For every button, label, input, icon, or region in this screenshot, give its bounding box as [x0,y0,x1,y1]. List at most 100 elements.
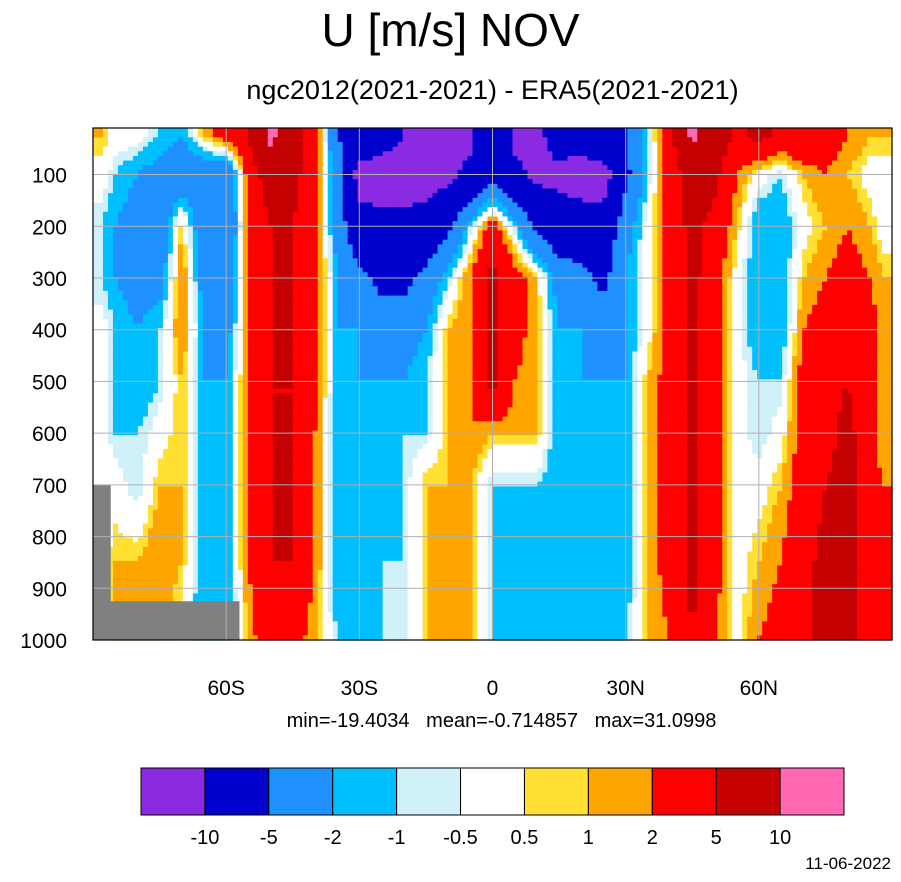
contour-cell [307,197,314,204]
contour-cell [462,137,469,143]
contour-cell [557,221,564,227]
contour-cell [432,174,439,180]
contour-cell [327,188,334,194]
contour-cell [772,160,778,166]
contour-cell [792,183,798,190]
contour-cell [832,207,838,213]
contour-cell [197,174,204,180]
contour-cell [722,160,728,166]
contour-cell [547,221,554,227]
contour-cell [567,244,573,250]
contour-cell [472,193,479,199]
contour-cell [712,225,718,231]
contour-cell [477,165,484,171]
contour-cell [517,151,524,157]
contour-cell [782,193,788,199]
contour-cell [652,193,658,199]
contour-cell [737,235,743,241]
contour-cell [107,169,114,176]
contour-cell [672,235,678,241]
contour-cell [177,183,184,190]
contour-cell [492,207,499,213]
contour-cell [727,230,733,236]
contour-cell [837,165,843,171]
contour-cell [257,155,264,162]
contour-cell [302,244,309,250]
contour-cell [192,151,199,157]
contour-cell [672,225,678,231]
contour-cell [742,221,748,227]
contour-cell [847,174,853,180]
contour-cell [277,262,284,269]
contour-cell [552,146,559,152]
contour-cell [362,216,369,222]
contour-cell [302,249,309,255]
contour-cell [537,174,544,180]
contour-cell [772,141,778,148]
contour-cell [882,230,888,236]
contour-cell [522,197,529,204]
contour-cell [862,244,868,250]
contour-cell [472,267,479,273]
contour-cell [187,151,194,157]
contour-cell [472,165,479,171]
contour-cell [402,137,409,143]
contour-cell [392,262,399,269]
contour-cell [127,216,134,222]
contour-cell [362,188,369,194]
contour-cell [827,146,833,152]
contour-cell [767,155,773,162]
contour-cell [247,169,254,176]
contour-cell [272,253,279,259]
contour-cell [672,221,678,227]
contour-cell [537,179,544,185]
contour-cell [452,141,459,148]
contour-cell [812,193,818,199]
contour-cell [522,146,529,152]
contour-cell [872,146,878,152]
contour-cell [807,197,813,204]
contour-cell [652,262,658,269]
contour-cell [847,267,853,273]
contour-cell [232,225,239,231]
contour-cell [527,230,534,236]
contour-cell [842,258,848,264]
contour-cell [352,211,359,218]
contour-cell [802,221,808,227]
contour-cell [692,128,698,134]
contour-cell [207,141,214,148]
contour-cell [482,174,489,180]
contour-cell [357,132,364,138]
contour-cell [737,221,743,227]
contour-cell [537,207,544,213]
contour-cell [812,267,818,273]
contour-cell [817,169,823,176]
contour-cell [257,244,264,250]
contour-cell [642,174,648,180]
contour-cell [742,155,748,162]
contour-cell [592,174,598,180]
contour-cell [567,165,573,171]
contour-cell [802,202,808,208]
contour-cell [337,249,344,255]
contour-cell [307,235,314,241]
contour-cell [227,188,234,194]
contour-cell [697,188,703,194]
contour-cell [657,239,663,245]
contour-cell [472,221,479,227]
contour-cell [467,249,474,255]
contour-cell [647,174,653,180]
contour-cell [507,174,514,180]
contour-cell [282,174,289,180]
contour-cell [837,174,843,180]
contour-cell [122,207,129,213]
contour-cell [637,216,643,222]
contour-cell [347,151,354,157]
contour-cell [707,128,713,134]
contour-cell [97,235,104,241]
contour-cell [377,132,384,138]
contour-cell [782,244,788,250]
contour-cell [757,169,763,176]
contour-cell [462,211,469,218]
contour-cell [192,155,199,162]
